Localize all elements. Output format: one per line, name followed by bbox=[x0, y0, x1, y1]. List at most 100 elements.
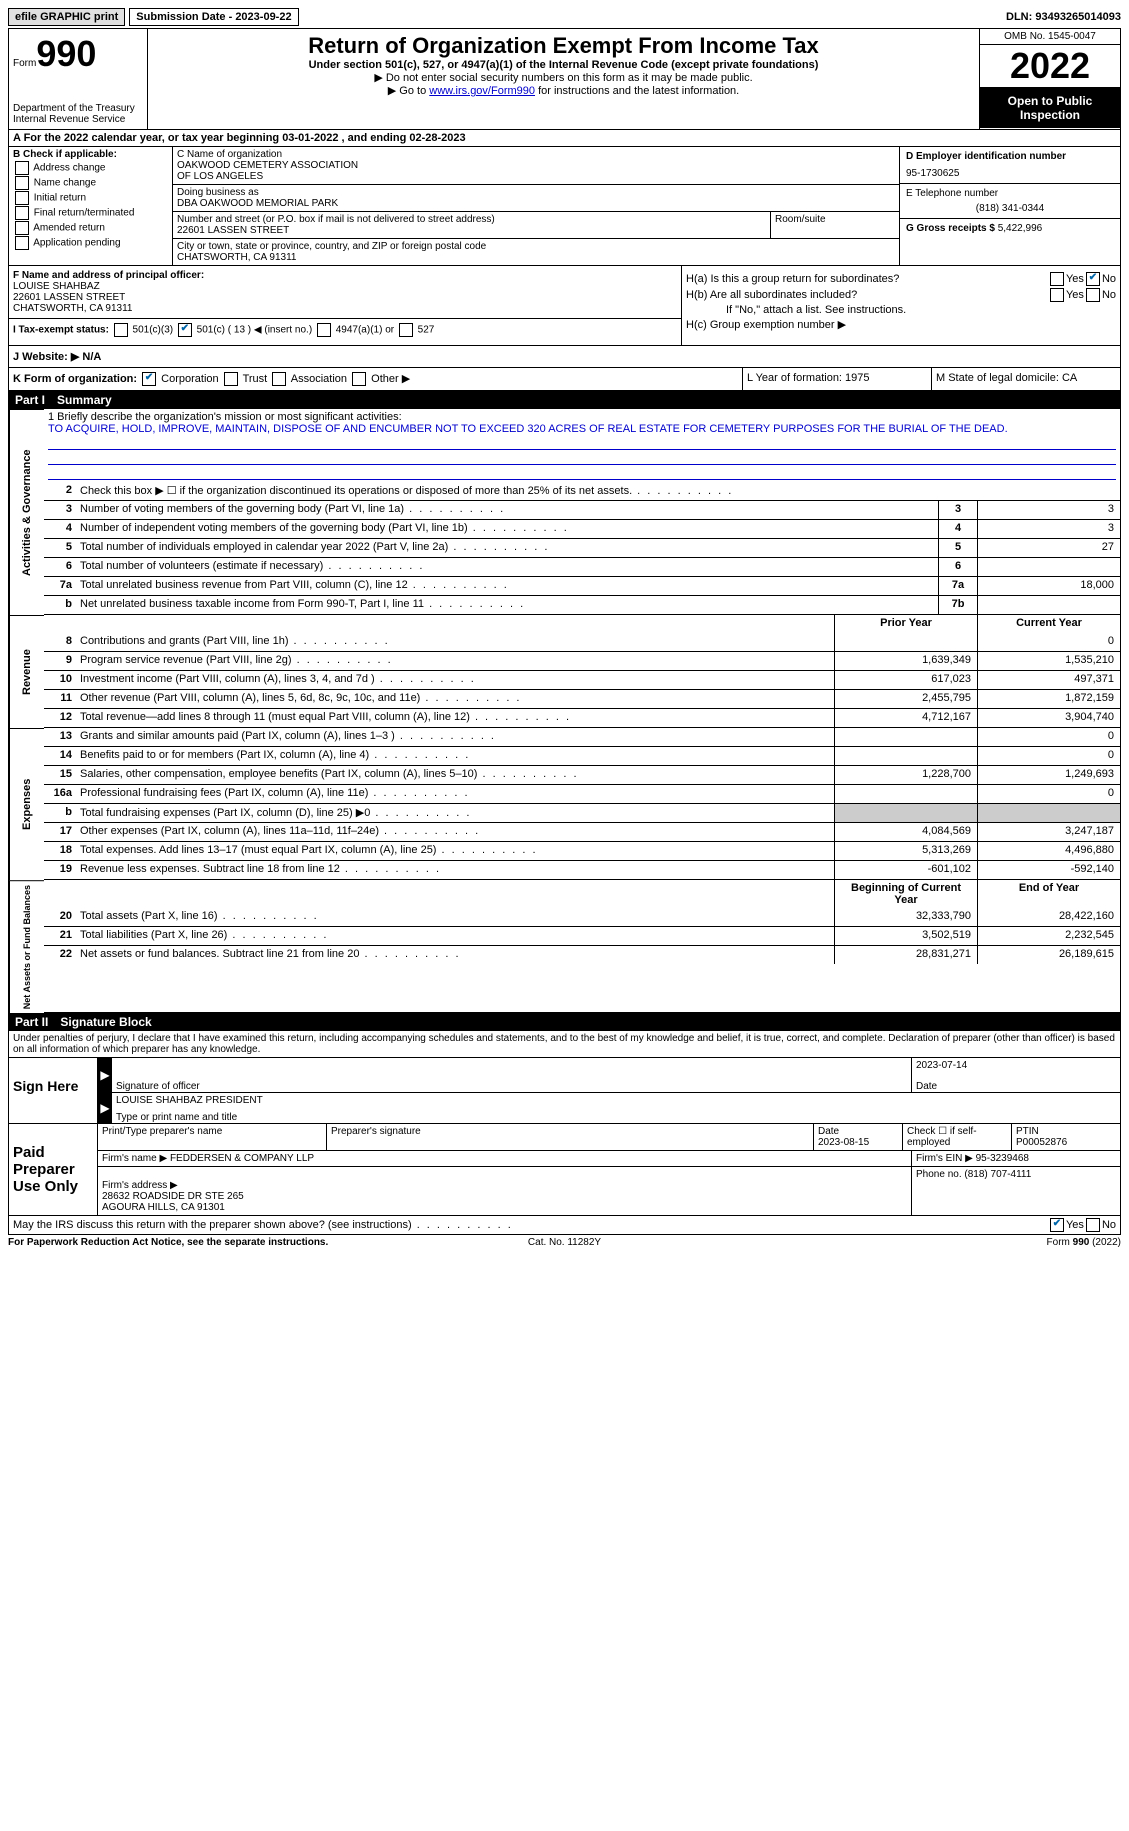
ha-no[interactable] bbox=[1086, 272, 1100, 286]
gross-box: G Gross receipts $ 5,422,996 bbox=[900, 219, 1120, 238]
ha-line: H(a) Is this a group return for subordin… bbox=[686, 272, 1116, 286]
chk-corp[interactable] bbox=[142, 372, 156, 386]
block-fh: F Name and address of principal officer:… bbox=[9, 266, 1120, 346]
prep-row2: Firm's name ▶ FEDDERSEN & COMPANY LLP Fi… bbox=[98, 1151, 1120, 1167]
city: CHATSWORTH, CA 91311 bbox=[177, 252, 895, 263]
ha-yes[interactable] bbox=[1050, 272, 1064, 286]
row-val: 3 bbox=[977, 501, 1120, 519]
phone-label: E Telephone number bbox=[906, 188, 1114, 199]
discuss-yes[interactable] bbox=[1050, 1218, 1064, 1232]
data-row: 9Program service revenue (Part VIII, lin… bbox=[44, 651, 1120, 670]
opt-501c3: 501(c)(3) bbox=[133, 325, 174, 336]
firm-phone-cell: Phone no. (818) 707-4111 bbox=[912, 1167, 1120, 1215]
mission-label: 1 Briefly describe the organization's mi… bbox=[48, 411, 1116, 423]
chk-4947[interactable] bbox=[317, 323, 331, 337]
chk-501c[interactable] bbox=[178, 323, 192, 337]
row-num: 5 bbox=[44, 539, 76, 557]
row-current: 0 bbox=[977, 728, 1120, 746]
footer-right: Form 990 (2022) bbox=[601, 1237, 1121, 1248]
net-body: Beginning of Current Year End of Year 20… bbox=[44, 880, 1120, 1013]
colb-item: Initial return bbox=[13, 191, 168, 205]
form-label: Form bbox=[13, 58, 36, 69]
row-current: 3,247,187 bbox=[977, 823, 1120, 841]
chk-final-return-terminated[interactable] bbox=[15, 206, 29, 220]
discuss-row: May the IRS discuss this return with the… bbox=[9, 1216, 1120, 1234]
sig-date: 2023-07-14 bbox=[916, 1060, 1116, 1071]
chk-name-change[interactable] bbox=[15, 176, 29, 190]
tax-status-row: I Tax-exempt status: 501(c)(3) 501(c) ( … bbox=[9, 318, 681, 341]
col-c: C Name of organization OAKWOOD CEMETERY … bbox=[173, 147, 899, 265]
row-text: Total expenses. Add lines 13–17 (must eq… bbox=[76, 842, 834, 860]
dba-box: Doing business as DBA OAKWOOD MEMORIAL P… bbox=[173, 185, 899, 212]
chk-other[interactable] bbox=[352, 372, 366, 386]
mission-text: TO ACQUIRE, HOLD, IMPROVE, MAINTAIN, DIS… bbox=[48, 423, 1116, 435]
row-current: -592,140 bbox=[977, 861, 1120, 879]
hdr-blank1 bbox=[44, 615, 76, 633]
row-text: Check this box ▶ ☐ if the organization d… bbox=[76, 482, 1120, 500]
row-text: Total number of volunteers (estimate if … bbox=[76, 558, 938, 576]
opt-527: 527 bbox=[418, 325, 435, 336]
row-prior bbox=[834, 728, 977, 746]
prep-date-cell: Date 2023-08-15 bbox=[814, 1124, 903, 1150]
opt-assoc: Association bbox=[291, 373, 347, 385]
row-prior: 2,455,795 bbox=[834, 690, 977, 708]
row-text: Program service revenue (Part VIII, line… bbox=[76, 652, 834, 670]
chk-amended-return[interactable] bbox=[15, 221, 29, 235]
hc-line: H(c) Group exemption number ▶ bbox=[686, 318, 1116, 331]
row-text: Total revenue—add lines 8 through 11 (mu… bbox=[76, 709, 834, 727]
row-prior: 28,831,271 bbox=[834, 946, 977, 964]
row-text: Number of voting members of the governin… bbox=[76, 501, 938, 519]
row-text: Total unrelated business revenue from Pa… bbox=[76, 577, 938, 595]
discuss-no[interactable] bbox=[1086, 1218, 1100, 1232]
chk-501c3[interactable] bbox=[114, 323, 128, 337]
row-text: Total assets (Part X, line 16) bbox=[76, 908, 834, 926]
chk-assoc[interactable] bbox=[272, 372, 286, 386]
street-label: Number and street (or P.O. box if mail i… bbox=[177, 214, 766, 225]
mission-line2 bbox=[48, 450, 1116, 465]
net-section: Net Assets or Fund Balances Beginning of… bbox=[9, 880, 1120, 1013]
row-current: 2,232,545 bbox=[977, 927, 1120, 945]
part-i-header: Part I Summary bbox=[9, 391, 1120, 409]
sig-name-label: Type or print name and title bbox=[116, 1112, 237, 1123]
efile-button[interactable]: efile GRAPHIC print bbox=[8, 8, 125, 26]
row-num: 4 bbox=[44, 520, 76, 538]
note2-post: for instructions and the latest informat… bbox=[535, 85, 739, 97]
f-city: CHATSWORTH, CA 91311 bbox=[13, 303, 677, 314]
row-prior: 5,313,269 bbox=[834, 842, 977, 860]
k-cell: K Form of organization: Corporation Trus… bbox=[9, 368, 743, 390]
note2-pre: ▶ Go to bbox=[388, 85, 429, 97]
chk-address-change[interactable] bbox=[15, 161, 29, 175]
hdr-prior: Prior Year bbox=[834, 615, 977, 633]
hc-label: H(c) Group exemption number ▶ bbox=[686, 318, 846, 331]
irs-link[interactable]: www.irs.gov/Form990 bbox=[429, 85, 535, 97]
chk-trust[interactable] bbox=[224, 372, 238, 386]
row-num: b bbox=[44, 596, 76, 614]
net-hdr-end: End of Year bbox=[977, 880, 1120, 908]
row-prior: -601,102 bbox=[834, 861, 977, 879]
row-num: 21 bbox=[44, 927, 76, 945]
row-current: 1,535,210 bbox=[977, 652, 1120, 670]
hb-no[interactable] bbox=[1086, 288, 1100, 302]
row-boxnum: 3 bbox=[938, 501, 977, 519]
firm-name-label: Firm's name ▶ bbox=[102, 1153, 167, 1164]
revenue-body: Prior Year Current Year 8Contributions a… bbox=[44, 615, 1120, 728]
row-num: 7a bbox=[44, 577, 76, 595]
sig-officer-label: Signature of officer bbox=[116, 1081, 200, 1092]
data-row: 15Salaries, other compensation, employee… bbox=[44, 765, 1120, 784]
row-current: 1,872,159 bbox=[977, 690, 1120, 708]
net-header: Beginning of Current Year End of Year bbox=[44, 880, 1120, 908]
chk-527[interactable] bbox=[399, 323, 413, 337]
hb-yes[interactable] bbox=[1050, 288, 1064, 302]
chk-application-pending[interactable] bbox=[15, 236, 29, 250]
row-prior: 4,712,167 bbox=[834, 709, 977, 727]
block-bcd: B Check if applicable: Address change Na… bbox=[9, 147, 1120, 266]
form-number: 990 bbox=[36, 33, 96, 74]
row-num: 8 bbox=[44, 633, 76, 651]
row-num: 15 bbox=[44, 766, 76, 784]
chk-initial-return[interactable] bbox=[15, 191, 29, 205]
col-f: F Name and address of principal officer:… bbox=[9, 266, 682, 345]
firm-addr: 28632 ROADSIDE DR STE 265 AGOURA HILLS, … bbox=[102, 1191, 244, 1213]
street-box: Number and street (or P.O. box if mail i… bbox=[173, 212, 771, 238]
sign-here-label: Sign Here bbox=[9, 1058, 98, 1123]
opt-501c: 501(c) ( 13 ) ◀ (insert no.) bbox=[197, 325, 313, 336]
